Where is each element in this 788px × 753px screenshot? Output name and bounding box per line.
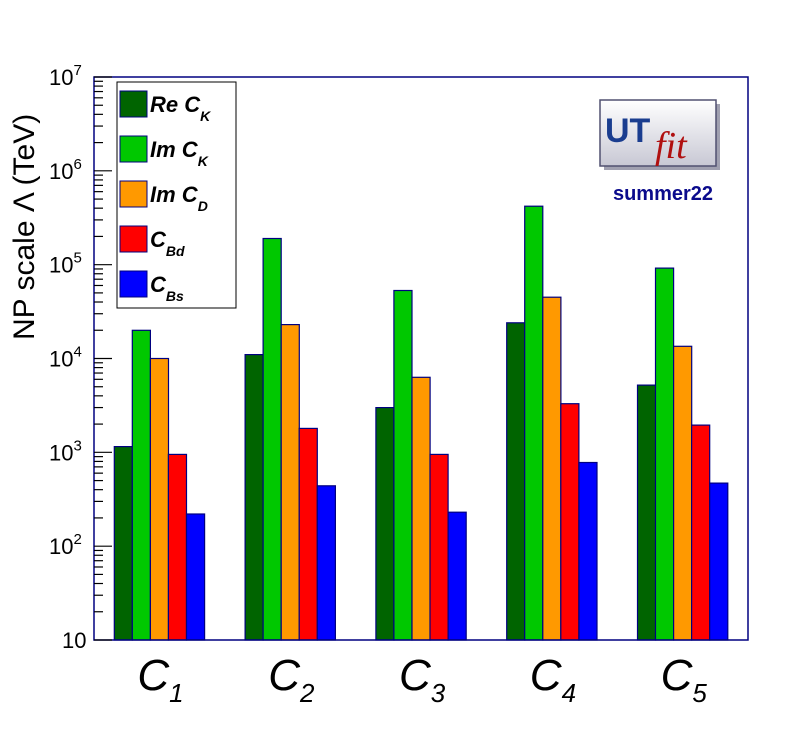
bar: [262, 237, 282, 641]
bar: [560, 403, 580, 641]
legend-swatch: [119, 225, 148, 253]
bar: [672, 345, 693, 641]
bar: [149, 357, 170, 641]
bar: [578, 461, 598, 641]
utfit-logo: UT fit summer22: [599, 99, 720, 205]
logo-box: [599, 99, 717, 167]
bar: [316, 485, 336, 641]
bar: [654, 267, 675, 641]
legend-swatch: [119, 270, 148, 298]
bar: [506, 322, 526, 641]
bar: [280, 324, 300, 641]
bar: [131, 329, 152, 641]
bar: [393, 289, 413, 641]
legend-swatch: [119, 90, 148, 118]
legend-label: Re CK: [150, 92, 211, 124]
bar: [447, 511, 467, 641]
bars-layer: [113, 205, 729, 641]
y-tick-label: 106: [49, 156, 82, 184]
bar: [636, 384, 657, 641]
legend-swatch: [119, 135, 148, 163]
y-tick-label: 104: [49, 344, 82, 372]
y-tick-label: 103: [49, 437, 82, 465]
x-tick-label: C2: [268, 651, 315, 708]
bar: [709, 482, 729, 641]
legend-label: Im CK: [150, 137, 209, 169]
bar: [113, 446, 134, 641]
legend-swatch: [119, 180, 148, 208]
x-tick-label: C4: [530, 651, 576, 708]
bar: [542, 296, 562, 641]
y-tick-label: 105: [49, 250, 82, 278]
bar: [185, 513, 206, 641]
x-tick-label: C1: [137, 651, 183, 708]
bar: [429, 453, 449, 641]
logo-ut-text: UT: [605, 112, 651, 150]
logo-caption: summer22: [613, 183, 713, 205]
bar: [411, 376, 431, 641]
y-axis: 10 102 103 104 105 106 107: [49, 62, 112, 653]
x-axis-labels: C1 C2 C3 C4 C5: [137, 651, 707, 708]
bar: [244, 354, 264, 641]
bar: [690, 424, 711, 641]
bar: [375, 407, 395, 641]
y-tick-label: 102: [49, 531, 82, 559]
legend-label: Im CD: [150, 182, 208, 214]
y-tick-label: 10: [62, 628, 86, 653]
y-axis-title: NP scale Λ (TeV): [8, 114, 41, 340]
bar: [524, 205, 544, 641]
logo-fit-text: fit: [655, 125, 688, 167]
bar: [298, 427, 318, 641]
legend-label: CBd: [150, 227, 185, 259]
legend: Re CK Im CK Im CD CBd CBs: [116, 81, 237, 309]
x-tick-label: C3: [399, 651, 446, 708]
bar: [167, 453, 188, 641]
y-tick-label: 107: [49, 62, 82, 90]
legend-label: CBs: [150, 272, 184, 304]
x-tick-label: C5: [661, 651, 708, 708]
